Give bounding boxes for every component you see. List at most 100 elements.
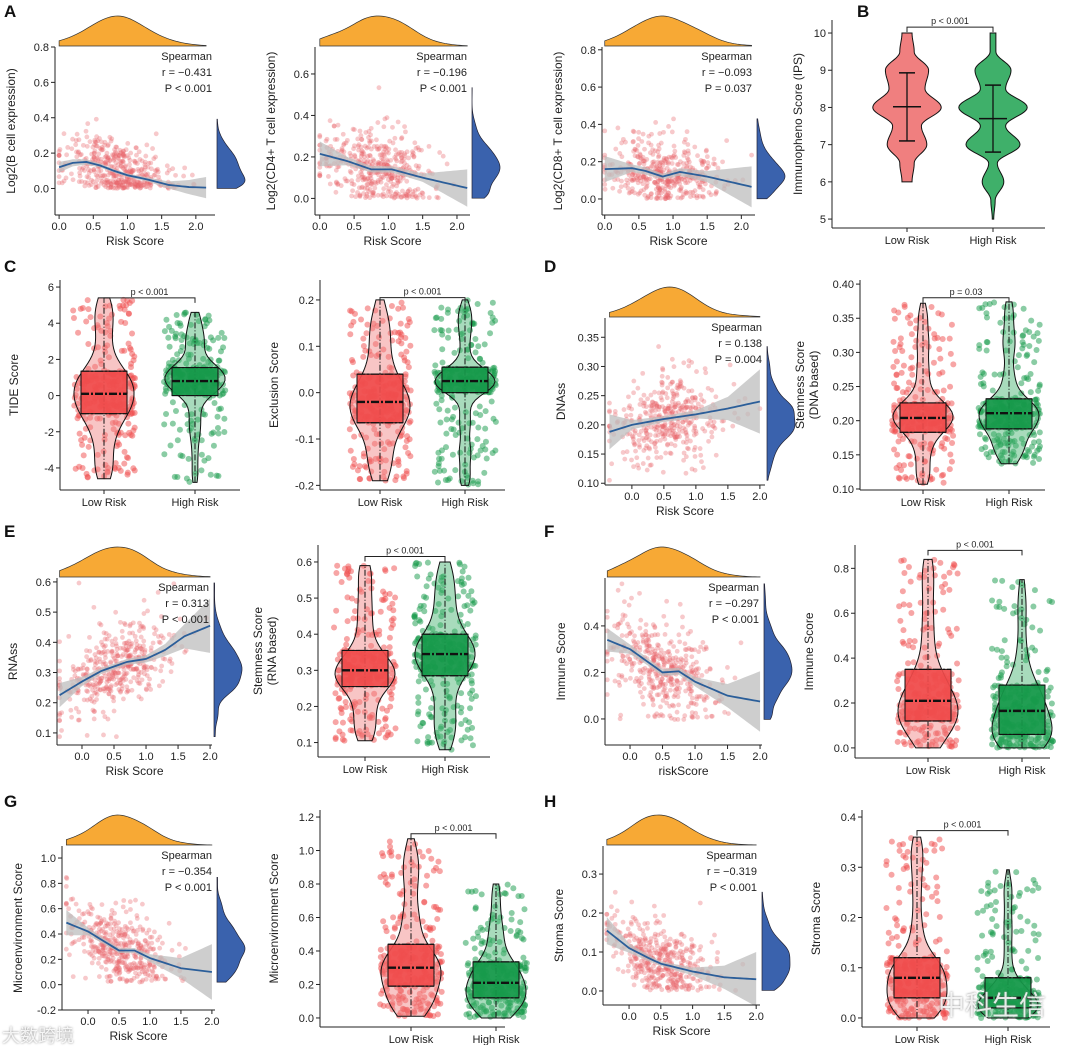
scatter-point — [670, 380, 675, 385]
jitter-point — [433, 401, 439, 407]
scatter-point — [368, 154, 373, 159]
scatter-point — [669, 716, 674, 721]
jitter-point — [483, 439, 489, 445]
jitter-point — [382, 717, 388, 723]
scatter-point — [142, 611, 147, 616]
scatter-point — [71, 177, 76, 182]
jitter-point — [1026, 343, 1032, 349]
scatter-point — [706, 164, 711, 169]
scatter-point — [636, 130, 641, 135]
scatter-point — [695, 153, 700, 158]
scatter-point — [694, 666, 699, 671]
jitter-point — [948, 351, 954, 357]
scatter-point — [646, 456, 651, 461]
jitter-point — [955, 571, 961, 577]
scatter-point — [650, 697, 655, 702]
jitter-point — [1028, 389, 1034, 395]
jitter-point — [351, 456, 357, 462]
jitter-point — [221, 416, 227, 422]
scatter-point — [393, 147, 398, 152]
jitter-point — [387, 644, 393, 650]
stat-text: Spearman — [711, 322, 762, 334]
scatter-point — [378, 153, 383, 158]
jitter-point — [452, 467, 458, 473]
scatter-point — [416, 187, 421, 192]
scatter-point — [635, 386, 640, 391]
jitter-point — [894, 358, 900, 364]
y-tick-label: 0.10 — [833, 484, 854, 496]
scatter-point — [605, 677, 610, 682]
scatter-point — [382, 147, 387, 152]
scatter-point — [662, 156, 667, 161]
scatter-point — [126, 653, 131, 658]
scatter-point — [620, 633, 625, 638]
scatter-point — [411, 189, 416, 194]
jitter-point — [466, 719, 472, 725]
jitter-point — [428, 705, 434, 711]
jitter-point — [362, 463, 368, 469]
scatter-point — [134, 145, 139, 150]
jitter-point — [1025, 376, 1031, 382]
scatter-point — [694, 660, 699, 665]
y-axis-label: Log2(CD8+ T cell expression) — [551, 52, 565, 211]
y-tick-label: 0.0 — [299, 388, 314, 400]
jitter-point — [347, 308, 353, 314]
jitter-point — [161, 421, 167, 427]
scatter-point — [640, 371, 645, 376]
scatter-point — [652, 424, 657, 429]
scatter-point — [88, 684, 93, 689]
scatter-point — [629, 458, 634, 463]
stat-text: Spearman — [708, 582, 759, 594]
jitter-point — [490, 300, 496, 306]
scatter-point — [689, 714, 694, 719]
scatter-point — [639, 139, 644, 144]
scatter-point — [156, 634, 161, 639]
jitter-point — [947, 452, 953, 458]
scatter-point — [676, 632, 681, 637]
jitter-point — [128, 364, 134, 370]
scatter-point — [675, 162, 680, 167]
scatter-point — [651, 703, 656, 708]
scatter-point — [125, 141, 130, 146]
scatter-point — [109, 139, 114, 144]
jitter-point — [983, 310, 989, 316]
jitter-point — [468, 588, 474, 594]
scatter-point — [84, 648, 89, 653]
scatter-point — [643, 649, 648, 654]
scatter-point — [686, 151, 691, 156]
jitter-point — [997, 320, 1003, 326]
scatter-point — [674, 679, 679, 684]
scatter-point — [317, 134, 322, 139]
x-tick-label: 1.0 — [120, 221, 135, 233]
scatter-point — [688, 669, 693, 674]
scatter-point — [149, 166, 154, 171]
jitter-point — [1031, 334, 1037, 340]
scatter-point — [613, 147, 618, 152]
scatter-point — [367, 129, 372, 134]
scatter-point — [669, 451, 674, 456]
scatter-point — [92, 717, 97, 722]
scatter-point — [125, 688, 130, 693]
y-axis-label: Stemness Score — [793, 341, 807, 429]
scatter-point — [669, 441, 674, 446]
scatter-point — [624, 661, 629, 666]
jitter-point — [466, 575, 472, 581]
jitter-point — [439, 359, 445, 365]
jitter-point — [334, 563, 340, 569]
jitter-point — [947, 384, 953, 390]
scatter-point — [69, 146, 74, 151]
scatter-point — [128, 679, 133, 684]
scatter-point — [640, 436, 645, 441]
jitter-point — [361, 454, 367, 460]
scatter-point — [146, 682, 151, 687]
jitter-point — [186, 456, 192, 462]
jitter-point — [339, 579, 345, 585]
significance-bracket — [907, 27, 993, 32]
scatter-point — [613, 679, 618, 684]
scatter-point — [709, 192, 714, 197]
scatter-point — [616, 622, 621, 627]
scatter-point — [326, 174, 331, 179]
jitter-point — [360, 354, 366, 360]
jitter-point — [396, 462, 402, 468]
